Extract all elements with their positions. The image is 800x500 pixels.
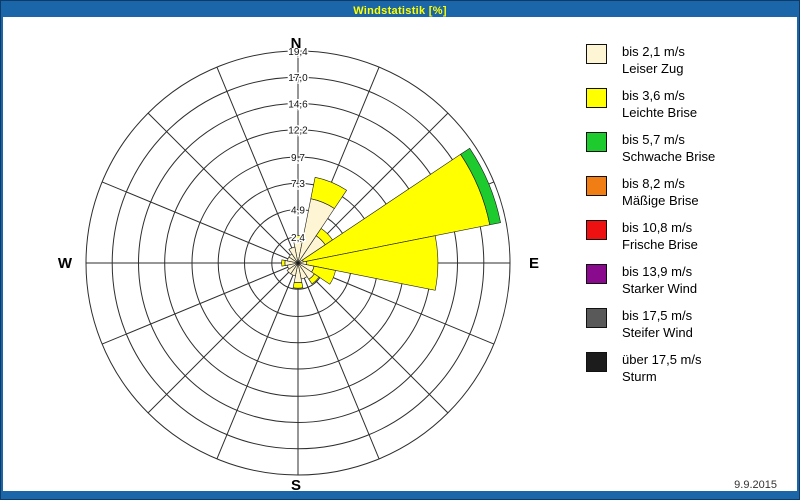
chart-area: 2,4 4,9 7,3 9,7 12,2 14,6 17,0 19,4 N S W E bis… — [3, 17, 797, 491]
legend-speed: bis 10,8 m/s — [622, 220, 693, 235]
legend-label: bis 17,5 m/s Steifer Wind — [622, 307, 693, 341]
legend-speed: bis 13,9 m/s — [622, 264, 693, 279]
legend-class-name: Frische Brise — [622, 237, 698, 252]
legend-speed: bis 17,5 m/s — [622, 308, 693, 323]
legend-item: über 17,5 m/s Sturm — [586, 351, 715, 385]
legend-label: bis 8,2 m/s Mäßige Brise — [622, 175, 699, 209]
legend-speed: bis 2,1 m/s — [622, 44, 685, 59]
legend-swatch — [586, 132, 607, 152]
legend-label: bis 5,7 m/s Schwache Brise — [622, 131, 715, 165]
legend-label: bis 2,1 m/s Leiser Zug — [622, 43, 685, 77]
legend-item: bis 17,5 m/s Steifer Wind — [586, 307, 715, 341]
svg-text:12,2: 12,2 — [288, 126, 308, 137]
legend-class-name: Schwache Brise — [622, 149, 716, 164]
legend-label: bis 3,6 m/s Leichte Brise — [622, 87, 697, 121]
svg-text:9,7: 9,7 — [291, 153, 305, 164]
legend-class-name: Steifer Wind — [622, 325, 693, 340]
svg-text:17,0: 17,0 — [288, 73, 308, 84]
window-title: Windstatistik [%] — [353, 5, 447, 17]
legend-swatch — [586, 176, 607, 196]
legend-item: bis 2,1 m/s Leiser Zug — [586, 43, 715, 77]
compass-north-label: N — [291, 35, 302, 52]
windrose-plot: 2,4 4,9 7,3 9,7 12,2 14,6 17,0 19,4 — [85, 46, 511, 476]
legend-item: bis 13,9 m/s Starker Wind — [586, 263, 715, 297]
compass-west-label: W — [58, 255, 73, 272]
legend-swatch — [586, 308, 607, 328]
legend-speed: bis 3,6 m/s — [622, 88, 685, 103]
legend-item: bis 10,8 m/s Frische Brise — [586, 219, 715, 253]
legend-class-name: Starker Wind — [622, 281, 698, 296]
legend-speed: bis 5,7 m/s — [622, 132, 685, 147]
legend-class-name: Sturm — [622, 369, 657, 384]
svg-text:7,3: 7,3 — [291, 179, 305, 190]
legend-swatch — [586, 220, 607, 240]
legend-label: über 17,5 m/s Sturm — [622, 351, 702, 385]
legend-item: bis 3,6 m/s Leichte Brise — [586, 87, 715, 121]
svg-text:14,6: 14,6 — [288, 100, 308, 111]
legend-item: bis 8,2 m/s Mäßige Brise — [586, 175, 715, 209]
windrose-svg: 2,4 4,9 7,3 9,7 12,2 14,6 17,0 19,4 N S W E — [58, 35, 539, 491]
legend-speed: über 17,5 m/s — [622, 352, 702, 367]
titlebar: Windstatistik [%] — [1, 1, 799, 17]
legend-class-name: Leiser Zug — [622, 61, 684, 76]
svg-text:4,9: 4,9 — [291, 206, 305, 217]
legend-item: bis 5,7 m/s Schwache Brise — [586, 131, 715, 165]
compass-east-label: E — [529, 255, 539, 272]
legend-class-name: Mäßige Brise — [622, 193, 699, 208]
legend-label: bis 10,8 m/s Frische Brise — [622, 219, 698, 253]
legend-speed: bis 8,2 m/s — [622, 176, 685, 191]
svg-text:2,4: 2,4 — [291, 233, 305, 244]
legend-swatch — [586, 44, 607, 64]
legend: bis 2,1 m/s Leiser Zug bis 3,6 m/s Leichte… — [586, 43, 715, 395]
legend-swatch — [586, 264, 607, 284]
legend-class-name: Leichte Brise — [622, 105, 698, 120]
legend-swatch — [586, 88, 607, 108]
date-label: 9.9.2015 — [734, 479, 777, 491]
compass-south-label: S — [291, 477, 301, 491]
legend-label: bis 13,9 m/s Starker Wind — [622, 263, 697, 297]
legend-swatch — [586, 352, 607, 372]
svg-text:19,4: 19,4 — [288, 47, 308, 58]
